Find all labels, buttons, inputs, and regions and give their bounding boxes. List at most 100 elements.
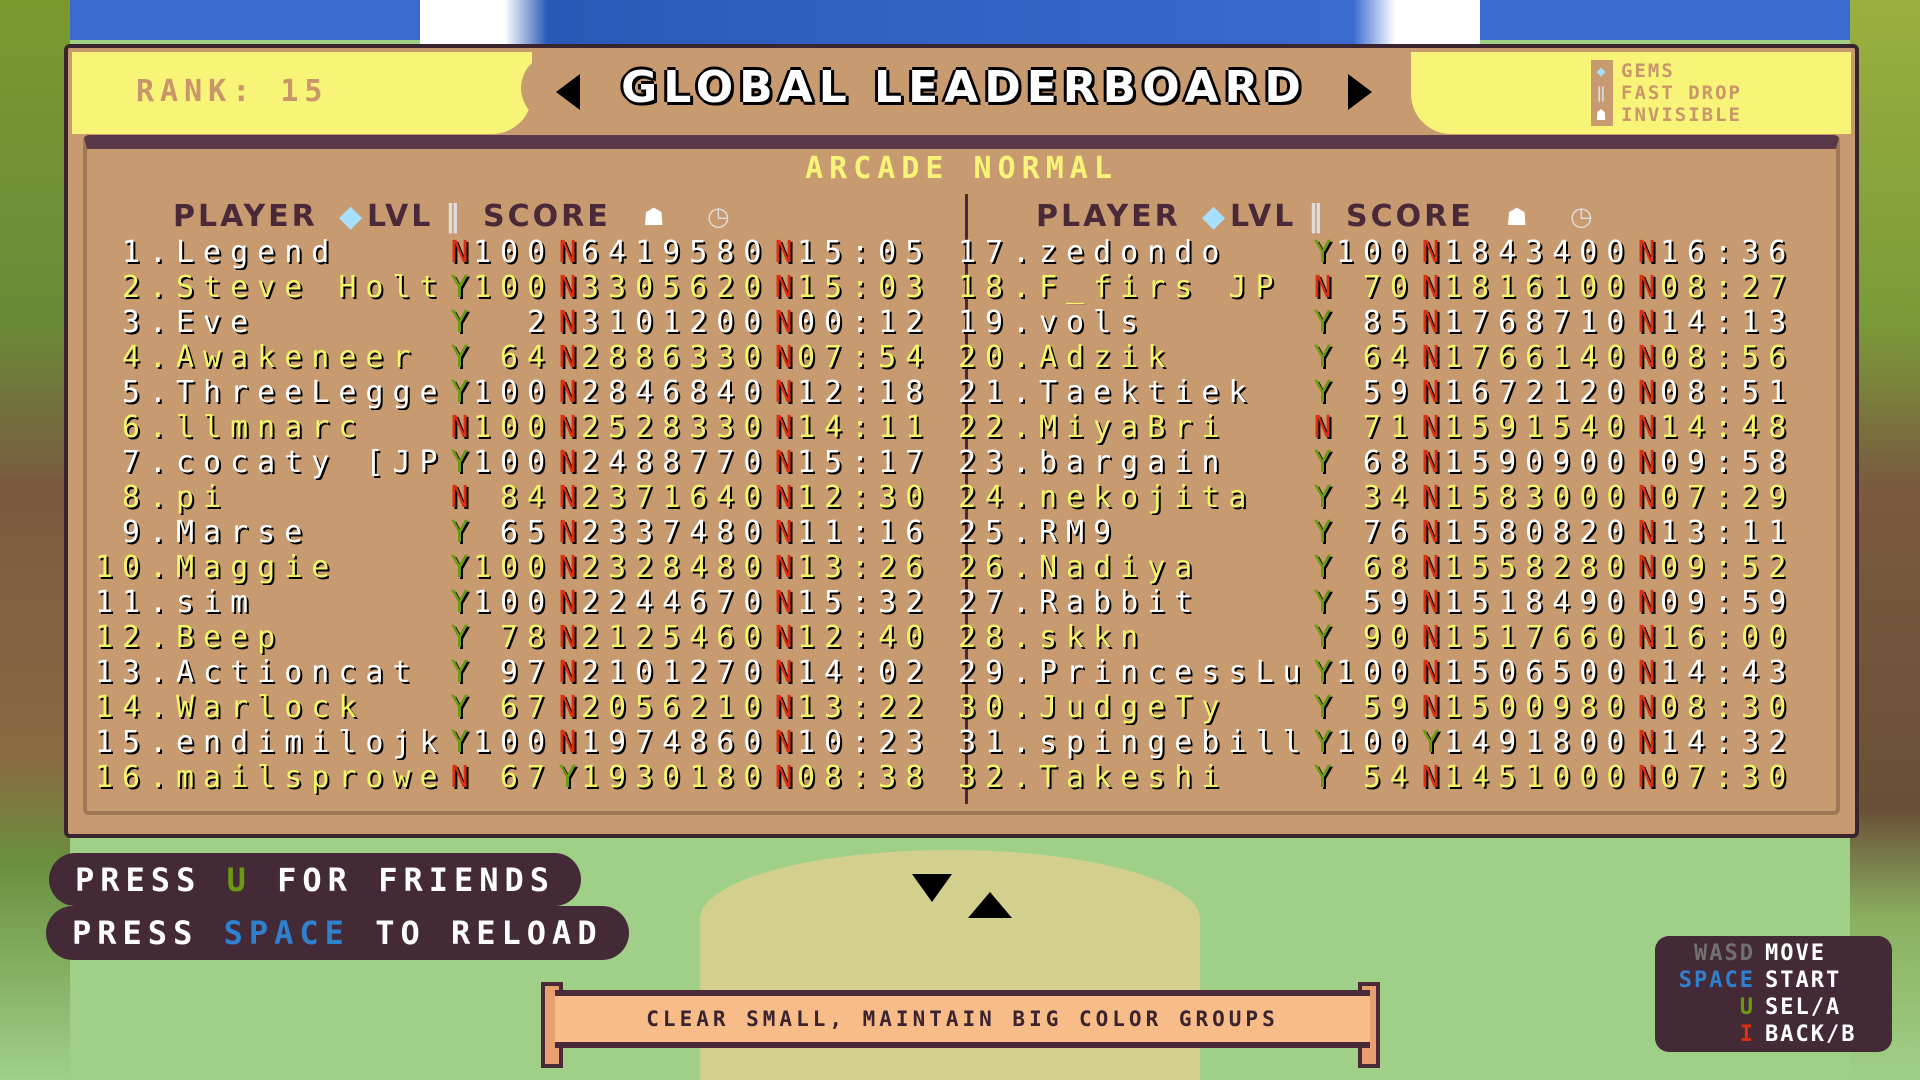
scroll-up-icon[interactable]	[968, 892, 1012, 918]
table-row[interactable]: 28. skkn Y 90 N 1517660 N 16:00	[958, 620, 1795, 655]
player-name: Adzik	[1039, 340, 1175, 375]
table-row[interactable]: 5. ThreeLegge Y 100 N 2846840 N 12:18	[95, 375, 932, 410]
level-cell: 100	[473, 725, 554, 760]
gems-flag: Y	[450, 305, 469, 340]
game-mode-label: ARCADE NORMAL	[805, 151, 1118, 186]
score-cell: 3101200	[581, 305, 770, 340]
time-cell: 07:29	[1660, 480, 1795, 515]
table-row[interactable]: 6. llmnarc N 100 N 2528330 N 14:11	[95, 410, 932, 445]
gems-flag: Y	[1313, 445, 1332, 480]
reload-prompt[interactable]: PRESS SPACE TO RELOAD	[46, 906, 629, 960]
table-row[interactable]: 27. Rabbit Y 59 N 1518490 N 09:59	[958, 585, 1795, 620]
table-row[interactable]: 19. vols Y 85 N 1768710 N 14:13	[958, 305, 1795, 340]
table-row[interactable]: 13. Actioncat Y 97 N 2101270 N 14:02	[95, 655, 932, 690]
fast-drop-flag: N	[558, 375, 577, 410]
gems-flag: Y	[450, 270, 469, 305]
friends-prompt[interactable]: PRESS U FOR FRIENDS	[49, 853, 582, 906]
leaderboard-table-left: PLAYER ◆ LVL ‖ SCORE ☗ ◷ 1. Legend N 100 N 6419580 N 1…	[95, 199, 932, 795]
fast-drop-flag: N	[558, 410, 577, 445]
rank-cell: 5.	[121, 375, 176, 410]
ghost-icon: ☗	[1506, 203, 1531, 231]
time-cell: 14:02	[797, 655, 932, 690]
table-row[interactable]: 18. F_firs JP N 70 N 1816100 N 08:27	[958, 270, 1795, 305]
table-row[interactable]: 17. zedondo Y 100 N 1843400 N 16:36	[958, 235, 1795, 270]
table-row[interactable]: 11. sim Y 100 N 2244670 N 15:32	[95, 585, 932, 620]
table-row[interactable]: 14. Warlock Y 67 N 2056210 N 13:22	[95, 690, 932, 725]
invisible-flag: N	[774, 305, 793, 340]
table-row[interactable]: 8. pi N 84 N 2371640 N 12:30	[95, 480, 932, 515]
table-row[interactable]: 29. PrincessLu Y 100 N 1506500 N 14:43	[958, 655, 1795, 690]
table-row[interactable]: 7. cocaty [JP Y 100 N 2488770 N 15:17	[95, 445, 932, 480]
fast-drop-flag: N	[558, 550, 577, 585]
fast-drop-icon: ‖	[1591, 82, 1613, 104]
gems-flag: Y	[450, 620, 469, 655]
score-cell: 2056210	[581, 690, 770, 725]
gems-flag: Y	[1313, 375, 1332, 410]
table-row[interactable]: 3. Eve Y 2 N 3101200 N 00:12	[95, 305, 932, 340]
table-row[interactable]: 22. MiyaBri N 71 N 1591540 N 14:48	[958, 410, 1795, 445]
rank-cell: 13.	[95, 655, 176, 690]
prev-board-arrow-icon[interactable]	[556, 74, 580, 110]
gems-flag: Y	[450, 375, 469, 410]
table-row[interactable]: 4. Awakeneer Y 64 N 2886330 N 07:54	[95, 340, 932, 375]
table-row[interactable]: 1. Legend N 100 N 6419580 N 15:05	[95, 235, 932, 270]
scroll-down-icon[interactable]	[912, 874, 952, 902]
score-cell: 1766140	[1444, 340, 1633, 375]
gems-flag: N	[1313, 410, 1332, 445]
table-row[interactable]: 25. RM9 Y 76 N 1580820 N 13:11	[958, 515, 1795, 550]
player-name: Warlock	[176, 690, 366, 725]
fast-drop-flag: N	[1421, 760, 1440, 795]
time-cell: 13:11	[1660, 515, 1795, 550]
table-row[interactable]: 30. JudgeTy Y 59 N 1500980 N 08:30	[958, 690, 1795, 725]
legend: ◆ GEMS ‖ FAST DROP ☗ INVISIBLE	[1591, 60, 1791, 126]
score-column-header: SCORE	[483, 199, 611, 234]
next-board-arrow-icon[interactable]	[1348, 74, 1372, 110]
table-row[interactable]: 32. Takeshi Y 54 N 1451000 N 07:30	[958, 760, 1795, 795]
invisible-flag: N	[1637, 270, 1656, 305]
table-row[interactable]: 20. Adzik Y 64 N 1766140 N 08:56	[958, 340, 1795, 375]
table-row[interactable]: 15. endimilojk Y 100 N 1974860 N 10:23	[95, 725, 932, 760]
player-name: Beep	[176, 620, 285, 655]
player-name: vols	[1039, 305, 1148, 340]
score-cell: 2337480	[581, 515, 770, 550]
time-cell: 15:05	[797, 235, 932, 270]
invisible-flag: N	[774, 270, 793, 305]
invisible-flag: N	[1637, 690, 1656, 725]
gems-flag: Y	[450, 690, 469, 725]
rank-cell: 6.	[121, 410, 176, 445]
table-row[interactable]: 24. nekojita Y 34 N 1583000 N 07:29	[958, 480, 1795, 515]
time-cell: 14:32	[1660, 725, 1795, 760]
table-row[interactable]: 12. Beep Y 78 N 2125460 N 12:40	[95, 620, 932, 655]
table-row[interactable]: 9. Marse Y 65 N 2337480 N 11:16	[95, 515, 932, 550]
time-cell: 11:16	[797, 515, 932, 550]
table-row[interactable]: 31. spingebill Y 100 Y 1491800 N 14:32	[958, 725, 1795, 760]
player-name: spingebill	[1039, 725, 1309, 760]
table-row[interactable]: 16. mailsprowe N 67 Y 1930180 N 08:38	[95, 760, 932, 795]
invisible-flag: N	[774, 480, 793, 515]
page-title: GLOBAL LEADERBOARD	[621, 62, 1307, 113]
invisible-flag: N	[774, 585, 793, 620]
rank-cell: 30.	[958, 690, 1039, 725]
gems-flag: Y	[450, 550, 469, 585]
level-cell: 100	[473, 550, 554, 585]
player-name: Taektiek	[1039, 375, 1256, 410]
player-name: Eve	[176, 305, 258, 340]
rank-cell: 3.	[121, 305, 176, 340]
table-row[interactable]: 21. Taektiek Y 59 N 1672120 N 08:51	[958, 375, 1795, 410]
time-cell: 08:30	[1660, 690, 1795, 725]
controls-help: WASD MOVE SPACE START U SEL/A I BACK/B	[1655, 936, 1892, 1052]
table-row[interactable]: 2. Steve Holt Y 100 N 3305620 N 15:03	[95, 270, 932, 305]
lvl-column-header: LVL	[1230, 199, 1297, 234]
time-cell: 07:30	[1660, 760, 1795, 795]
time-cell: 13:22	[797, 690, 932, 725]
control-action: MOVE	[1765, 941, 1826, 966]
table-row[interactable]: 23. bargain Y 68 N 1590900 N 09:58	[958, 445, 1795, 480]
fast-drop-flag: N	[1421, 340, 1440, 375]
gems-flag: Y	[1313, 550, 1332, 585]
table-row[interactable]: 26. Nadiya Y 68 N 1558280 N 09:52	[958, 550, 1795, 585]
fast-drop-icon: ‖	[1308, 199, 1326, 234]
score-cell: 2528330	[581, 410, 770, 445]
invisible-flag: N	[774, 410, 793, 445]
table-row[interactable]: 10. Maggie Y 100 N 2328480 N 13:26	[95, 550, 932, 585]
gems-flag: Y	[1313, 515, 1332, 550]
